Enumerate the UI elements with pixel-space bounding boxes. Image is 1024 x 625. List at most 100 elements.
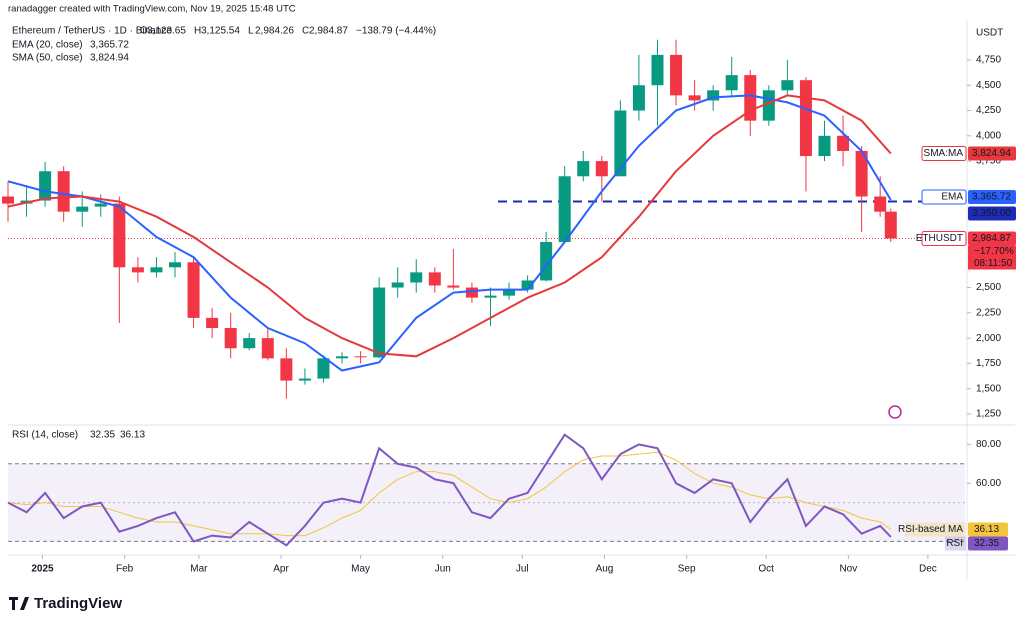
- tag-name-box: [921, 189, 967, 205]
- candle-body: [187, 262, 200, 318]
- price-tag-box: [968, 245, 1016, 270]
- candle-body: [799, 80, 812, 157]
- x-tick-label: May: [351, 564, 370, 575]
- rsi-band: [8, 463, 965, 542]
- ma-line: [7, 94, 892, 358]
- candle-body: [57, 171, 70, 212]
- ohlc-key: C: [302, 26, 309, 37]
- y-tick-label: 2,500: [976, 282, 1001, 293]
- candle-body: [280, 358, 293, 381]
- x-tick-label: Oct: [758, 564, 774, 575]
- tag-value: 3,365.72: [972, 192, 1011, 203]
- x-tick-label: Dec: [919, 564, 937, 575]
- y-tick-label: 1,500: [976, 383, 1001, 394]
- tag-name-box: [921, 230, 967, 246]
- x-tick-label: Nov: [839, 564, 857, 575]
- candle-body: [614, 110, 627, 177]
- legend-value: 32.35: [90, 430, 115, 441]
- tag-value-box: [968, 146, 1016, 161]
- candle-body: [725, 75, 738, 91]
- candle-body: [298, 378, 311, 381]
- y-tick-label: 4,250: [976, 105, 1001, 116]
- y-tick-label: 1,250: [976, 409, 1001, 420]
- rsi-tag-name-box: [945, 536, 966, 551]
- legend-name: SMA (50, close): [12, 53, 83, 64]
- countdown: 08:11:50: [974, 258, 1013, 269]
- legend-name: EMA (20, close): [12, 40, 83, 51]
- rsi-tag-box: [968, 536, 1008, 551]
- candle-body: [855, 150, 868, 197]
- y-tick-label: 60.00: [976, 478, 1001, 489]
- candle-body: [781, 80, 794, 91]
- rsi-line: [7, 451, 892, 537]
- ma-line: [7, 94, 892, 372]
- candle-body: [558, 176, 571, 243]
- candle-body: [261, 338, 274, 359]
- tag-name: ETHUSDT: [916, 233, 963, 244]
- tag-name-box: [921, 146, 967, 162]
- candle-body: [428, 272, 441, 286]
- rsi-tag-name-box: [905, 522, 966, 537]
- candle-body: [577, 161, 590, 177]
- x-tick-label: 2025: [31, 564, 54, 575]
- tag-value-box: [968, 231, 1016, 246]
- ohlc-key: O: [140, 26, 148, 37]
- candle-body: [651, 54, 664, 86]
- y-tick-label: 3,750: [976, 156, 1001, 167]
- legend-value: 3,824.94: [90, 53, 129, 64]
- candle-body: [410, 272, 423, 283]
- x-tick-label: Jun: [435, 564, 451, 575]
- tag-value-box: [968, 206, 1016, 221]
- legend-title: Ethereum / TetherUS · 1D · Binance: [12, 26, 172, 37]
- tag-value-box: [968, 189, 1016, 204]
- tag-value: 3,350.00: [972, 208, 1011, 219]
- candle-body: [243, 338, 256, 349]
- rsi-tag-name: RSI-based MA: [898, 524, 963, 535]
- candle-body: [354, 356, 367, 358]
- tag-value: 2,984.87: [972, 233, 1011, 244]
- y-tick-label: 80.00: [976, 439, 1001, 450]
- candle-body: [632, 85, 645, 111]
- ohlc-value: 3,123.65: [147, 26, 186, 37]
- x-tick-label: Mar: [190, 564, 208, 575]
- candle-body: [818, 135, 831, 157]
- legend-value: 36.13: [120, 430, 145, 441]
- candle-body: [169, 262, 182, 268]
- candle-body: [317, 358, 330, 379]
- rsi-tag-box: [968, 522, 1008, 537]
- ohlc-key: L: [248, 26, 254, 37]
- candle-body: [131, 267, 144, 273]
- x-tick-label: Jul: [516, 564, 529, 575]
- candle-body: [707, 90, 720, 101]
- ohlc-value: 3,125.54: [201, 26, 240, 37]
- tag-name: EMA: [941, 192, 963, 203]
- candle-body: [2, 196, 14, 204]
- candle-body: [465, 287, 478, 298]
- candle-body: [688, 95, 701, 101]
- candle-body: [874, 196, 887, 212]
- candle-body: [94, 203, 107, 207]
- rsi-line: [7, 433, 892, 547]
- candle-body: [837, 135, 850, 151]
- rsi-tag-name: RSI: [946, 538, 963, 549]
- alert-icon[interactable]: [888, 405, 902, 419]
- logo-icon: [9, 597, 29, 610]
- footer-logo: TradingView: [34, 595, 122, 612]
- rsi-tag-value: 36.13: [974, 524, 999, 535]
- y-tick-label: 1,750: [976, 358, 1001, 369]
- candle-body: [206, 317, 219, 328]
- x-tick-label: Apr: [273, 564, 289, 575]
- y-tick-label: 2,250: [976, 307, 1001, 318]
- candle-body: [76, 206, 89, 212]
- ohlc-value: 2,984.87: [309, 26, 348, 37]
- y-tick-label: 2,000: [976, 333, 1001, 344]
- candle-body: [670, 54, 683, 96]
- candle-body: [503, 289, 516, 296]
- header: ranadagger created with TradingView.com,…: [8, 4, 296, 15]
- candle-body: [39, 171, 52, 201]
- legend-title: RSI (14, close): [12, 430, 78, 441]
- x-tick-label: Aug: [596, 564, 614, 575]
- legend-value: 3,365.72: [90, 40, 129, 51]
- candle-body: [521, 280, 534, 290]
